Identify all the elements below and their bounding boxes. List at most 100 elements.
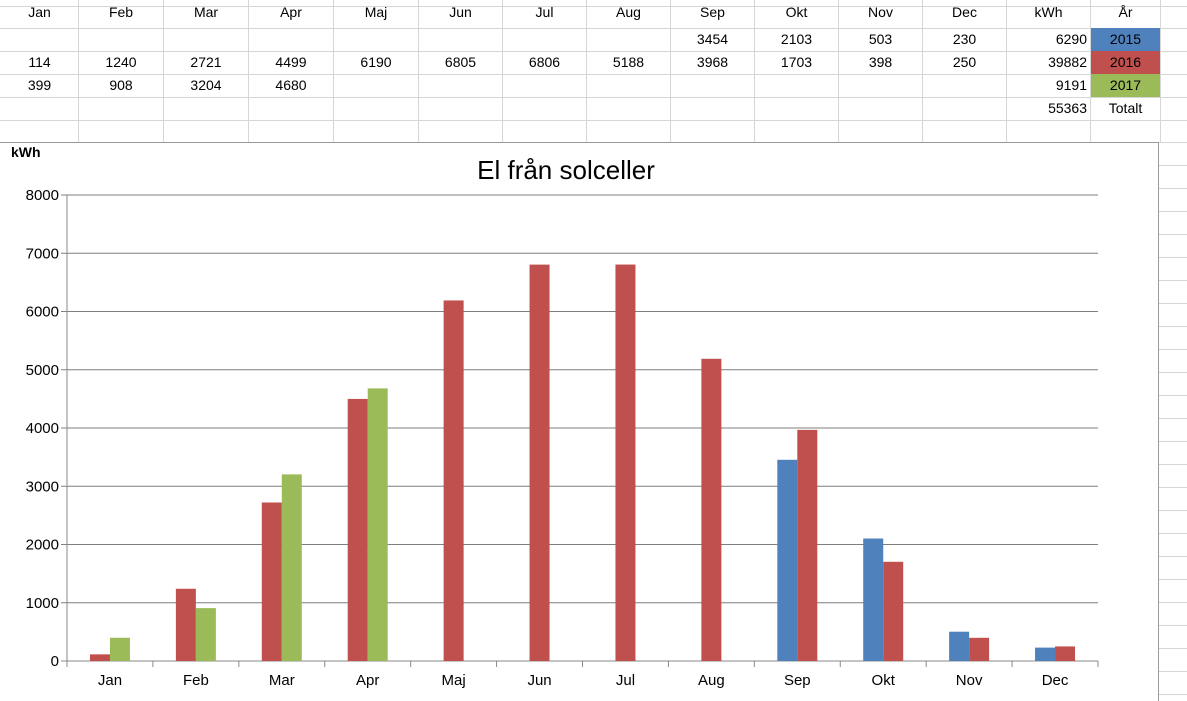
- x-tick-label: Sep: [784, 672, 811, 689]
- x-tick-label: Apr: [356, 672, 379, 689]
- x-tick-label: Maj: [442, 672, 466, 689]
- y-tick-label: 8000: [26, 187, 59, 204]
- table-cell[interactable]: 230: [952, 31, 977, 47]
- x-tick-label: Aug: [698, 672, 725, 689]
- bar-2016-jul: [615, 264, 636, 661]
- bar-2016-mar: [261, 502, 282, 661]
- table-cell[interactable]: 398: [868, 54, 893, 70]
- table-header-cell[interactable]: Dec: [952, 4, 977, 20]
- bar-2015-dec: [1035, 647, 1056, 661]
- grid-line: [502, 0, 503, 142]
- y-tick-label: 5000: [26, 362, 59, 379]
- grid-line: [754, 0, 755, 142]
- bar-2016-feb: [175, 588, 196, 661]
- table-cell[interactable]: 250: [952, 54, 977, 70]
- grid-line: [1158, 211, 1187, 212]
- grid-line: [1158, 648, 1187, 649]
- grid-line: [1158, 441, 1187, 442]
- bar-2015-nov: [949, 631, 970, 661]
- bar-2017-apr: [367, 388, 388, 661]
- table-header-cell[interactable]: Mar: [193, 4, 219, 20]
- table-header-cell[interactable]: Sep: [700, 4, 725, 20]
- table-header-cell[interactable]: Apr: [280, 4, 302, 20]
- table-cell[interactable]: 399: [27, 77, 52, 93]
- table-cell[interactable]: 2103: [780, 31, 813, 47]
- bar-2016-jan: [89, 654, 110, 661]
- bar-2016-apr: [347, 398, 368, 661]
- table-header-cell[interactable]: Jan: [28, 4, 51, 20]
- x-tick-label: Nov: [956, 672, 983, 689]
- x-tick-label: Dec: [1042, 672, 1069, 689]
- table-cell[interactable]: 503: [868, 31, 893, 47]
- table-cell[interactable]: 908: [109, 77, 133, 93]
- table-header-cell[interactable]: Okt: [785, 4, 808, 20]
- table-cell[interactable]: 1240: [105, 54, 137, 70]
- table-cell[interactable]: 1703: [780, 54, 813, 70]
- bar-2016-okt: [883, 561, 904, 661]
- grid-line: [0, 120, 1187, 121]
- x-tick-label: Mar: [269, 672, 295, 689]
- table-cell[interactable]: 3454: [696, 31, 729, 47]
- year-color-cell[interactable]: 2017: [1091, 74, 1160, 97]
- grid-line: [1158, 234, 1187, 235]
- table-cell[interactable]: 39882: [1048, 54, 1087, 70]
- table-cell[interactable]: 6290: [1055, 31, 1087, 47]
- grid-line: [1158, 303, 1187, 304]
- y-tick-label: 7000: [26, 245, 59, 262]
- bar-2017-mar: [281, 474, 302, 661]
- x-tick-label: Jan: [98, 672, 122, 689]
- grid-line: [248, 0, 249, 142]
- grid-line: [1158, 464, 1187, 465]
- table-header-cell[interactable]: Aug: [616, 4, 641, 20]
- table-header-cell[interactable]: Jul: [535, 4, 554, 20]
- year-color-cell[interactable]: 2015: [1091, 28, 1160, 51]
- x-tick-label: Jul: [616, 672, 635, 689]
- table-header-cell[interactable]: Jun: [449, 4, 472, 20]
- grid-line: [1158, 487, 1187, 488]
- grid-line: [1158, 326, 1187, 327]
- grid-line: [1158, 671, 1187, 672]
- chart-area[interactable]: El från solceller kWh 0 1000 2000 3000 4000 500…: [0, 142, 1159, 701]
- table-cell[interactable]: 4680: [275, 77, 307, 93]
- grid-line: [1158, 556, 1187, 557]
- year-color-cell[interactable]: 2016: [1091, 51, 1160, 74]
- bar-2016-aug: [701, 358, 722, 661]
- grid-line: [586, 0, 587, 142]
- grid-line: [670, 0, 671, 142]
- bar-2015-okt: [863, 538, 884, 661]
- y-tick-label: 1000: [26, 595, 59, 612]
- table-header-cell[interactable]: Feb: [108, 4, 134, 20]
- table-header-cell[interactable]: kWh: [1034, 4, 1063, 20]
- grid-line: [1158, 625, 1187, 626]
- grid-line: [1158, 165, 1187, 166]
- grid-line: [1158, 510, 1187, 511]
- table-cell[interactable]: 4499: [275, 54, 307, 70]
- grid-line: [1090, 0, 1091, 142]
- table-header-cell[interactable]: År: [1118, 4, 1133, 20]
- grid-line: [1158, 602, 1187, 603]
- table-cell[interactable]: 2721: [190, 54, 222, 70]
- grid-line: [838, 0, 839, 142]
- table-cell[interactable]: 6190: [360, 54, 392, 70]
- x-tick-label: Jun: [527, 672, 551, 689]
- bar-2016-dec: [1055, 646, 1076, 661]
- bar-2016-jun: [529, 264, 550, 661]
- table-cell[interactable]: 3968: [696, 54, 729, 70]
- grid-line: [418, 0, 419, 142]
- table-cell[interactable]: 114: [28, 54, 51, 70]
- table-cell[interactable]: Totalt: [1108, 100, 1143, 116]
- grid-line: [1160, 0, 1161, 142]
- table-cell[interactable]: 5188: [612, 54, 645, 70]
- table-header-cell[interactable]: Maj: [364, 4, 388, 20]
- table-cell[interactable]: 6805: [444, 54, 477, 70]
- table-cell[interactable]: 9191: [1055, 77, 1087, 93]
- table-header-cell[interactable]: Nov: [868, 4, 893, 20]
- y-tick-label: 3000: [26, 478, 59, 495]
- table-cell[interactable]: 3204: [190, 77, 222, 93]
- chart-title: El från solceller: [477, 155, 655, 185]
- grid-line: [0, 51, 1187, 52]
- table-cell[interactable]: 6806: [528, 54, 561, 70]
- table-cell[interactable]: 55363: [1048, 100, 1087, 116]
- bar-2015-sep: [777, 459, 798, 661]
